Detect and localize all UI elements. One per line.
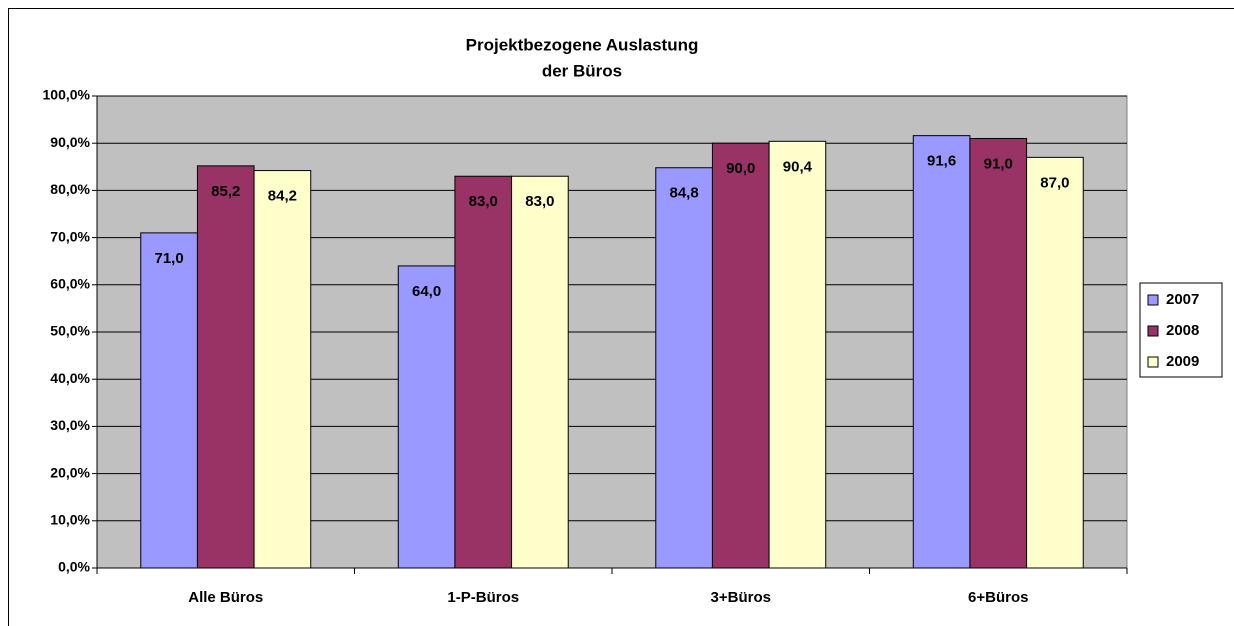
legend-swatch: [1147, 325, 1159, 337]
y-tick-label: 60,0%: [50, 276, 90, 292]
bar: [969, 137, 1028, 569]
value-label: 83,0: [469, 193, 498, 210]
y-tick-label: 0,0%: [58, 559, 90, 575]
value-label: 91,6: [927, 153, 956, 170]
x-tick-label: 1-P-Büros: [447, 589, 519, 606]
bar: [511, 175, 569, 569]
value-label: 91,0: [984, 155, 1013, 172]
legend-label: 2007: [1166, 291, 1199, 308]
value-label: 90,0: [726, 160, 755, 177]
value-label: 71,0: [154, 250, 183, 267]
x-tick-label: 3+Büros: [711, 589, 771, 606]
bar: [655, 167, 713, 569]
bar: [711, 142, 770, 569]
legend-swatch: [1147, 294, 1159, 306]
bar: [140, 232, 198, 569]
bar: [454, 175, 513, 569]
chart-title: der Büros: [542, 61, 622, 80]
y-tick-label: 80,0%: [50, 181, 90, 197]
chart-border: [8, 8, 1234, 626]
value-label: 84,8: [669, 185, 698, 202]
bar: [912, 135, 971, 569]
x-tick-label: Alle Büros: [188, 589, 263, 606]
value-label: 83,0: [525, 193, 554, 210]
y-tick-label: 20,0%: [50, 464, 90, 480]
bar: [768, 140, 827, 569]
legend-swatch: [1147, 356, 1159, 368]
y-tick-label: 100,0%: [43, 87, 91, 103]
bar: [196, 165, 255, 569]
value-label: 90,4: [783, 158, 813, 175]
bar: [397, 265, 456, 569]
bar: [253, 170, 312, 569]
value-label: 64,0: [412, 283, 441, 300]
y-tick-label: 90,0%: [50, 134, 90, 150]
y-tick-label: 50,0%: [50, 323, 90, 339]
y-tick-label: 40,0%: [50, 370, 90, 386]
value-label: 84,2: [268, 188, 297, 205]
y-tick-label: 70,0%: [50, 228, 90, 244]
chart-title: Projektbezogene Auslastung: [466, 35, 699, 54]
bar: [1026, 156, 1084, 569]
y-tick-label: 30,0%: [50, 417, 90, 433]
value-label: 85,2: [211, 183, 240, 200]
y-tick-label: 10,0%: [50, 512, 90, 528]
x-tick-label: 6+Büros: [968, 589, 1028, 606]
value-label: 87,0: [1040, 174, 1069, 191]
legend-label: 2008: [1166, 322, 1199, 339]
legend-label: 2009: [1166, 353, 1199, 370]
